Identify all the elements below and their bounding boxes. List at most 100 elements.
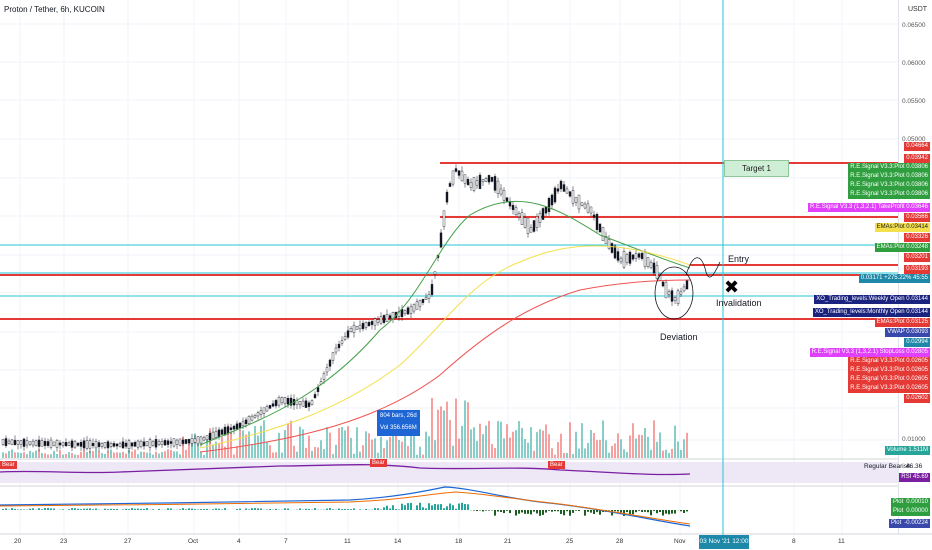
macd-bar [11, 508, 13, 510]
candle [526, 218, 530, 234]
candle [577, 194, 581, 210]
candle [112, 443, 116, 447]
volume-bar [404, 424, 406, 458]
candle [94, 441, 98, 449]
volume-bar [89, 451, 91, 458]
candle [430, 284, 434, 295]
volume-bar [620, 439, 622, 458]
candle [640, 253, 644, 259]
candle [127, 440, 131, 449]
volume-bar [50, 454, 52, 458]
candle [79, 442, 83, 447]
bear-signal-tag: Bear [370, 459, 387, 467]
volume-bar [140, 451, 142, 458]
price-tag: R.E.Signal V3.3 (1,3,2.1) TakeProfit 0.0… [808, 203, 930, 212]
macd-bar [77, 508, 79, 510]
candle [439, 232, 443, 248]
candle [238, 422, 242, 429]
macd-bar [509, 510, 511, 514]
volume-bar [674, 425, 676, 458]
volume-bar [158, 453, 160, 458]
volume-bar [314, 447, 316, 458]
volume-bar [122, 451, 124, 458]
macd-bar [656, 510, 658, 514]
candle [589, 206, 593, 214]
macd-bar [467, 504, 469, 510]
macd-bar [200, 509, 202, 510]
candle [490, 177, 494, 182]
candle [118, 443, 122, 447]
volume-bar [14, 452, 16, 458]
volume-bar [347, 426, 349, 458]
macd-bar [131, 508, 133, 510]
macd-bar [683, 510, 685, 514]
price-tag: R.E.Signal V3.3:Plot 0.02605 [848, 375, 930, 384]
candle [289, 397, 293, 406]
candle [130, 442, 134, 447]
macd-bar [668, 510, 670, 515]
candle [406, 307, 410, 315]
candle [181, 439, 185, 444]
candle [364, 322, 368, 328]
volume-bar [434, 440, 436, 458]
macd-bar [332, 509, 334, 510]
volume-bar [164, 451, 166, 458]
candle [250, 415, 254, 421]
candle [193, 438, 197, 443]
candle [52, 441, 56, 446]
candle [628, 251, 632, 264]
candle [58, 442, 62, 446]
macd-bar [635, 510, 637, 513]
deviation-label[interactable]: Deviation [660, 332, 698, 342]
candle [664, 281, 668, 299]
volume-bar [47, 454, 49, 458]
candle [418, 300, 422, 307]
candle [391, 311, 395, 321]
candle [601, 227, 605, 241]
volume-bar [65, 454, 67, 458]
entry-label[interactable]: Entry [728, 254, 750, 264]
macd-bar [224, 508, 226, 510]
macd-bar [347, 509, 349, 510]
macd-bar [248, 509, 250, 510]
macd-bar [617, 510, 619, 512]
macd-bar [500, 510, 502, 512]
price-tag: R.E.Signal V3.3:Plot 0.02605 [848, 357, 930, 366]
candle [286, 397, 290, 405]
volume-bar [104, 453, 106, 458]
volume-bar [218, 442, 220, 458]
volume-bar [440, 406, 442, 458]
macd-bar [431, 505, 433, 510]
candle [265, 406, 269, 412]
volume-bar [107, 451, 109, 458]
candle [259, 410, 263, 415]
volume-bar [560, 433, 562, 458]
volume-bar [350, 437, 352, 458]
volume-bar [17, 452, 19, 458]
macd-bar [167, 508, 169, 510]
volume-bar [587, 442, 589, 458]
macd-bar [524, 510, 526, 514]
candle [85, 440, 89, 449]
candle [31, 440, 35, 446]
invalidation-label[interactable]: Invalidation [716, 298, 762, 308]
volume-bar [512, 431, 514, 458]
volume-bar [392, 425, 394, 458]
target-label[interactable]: Target 1 [724, 160, 789, 177]
volume-bar [8, 450, 10, 458]
macd-tag: Plot 0.00000 [890, 507, 930, 516]
x-tick: 21 [504, 538, 512, 545]
macd-bar [587, 510, 589, 512]
volume-bar [233, 454, 235, 458]
x-axis-cursor-date: 03 Nov '21 12:00 [699, 535, 749, 549]
macd-bar [548, 510, 550, 511]
macd-bar [260, 508, 262, 510]
macd-bar [395, 509, 397, 510]
candle [235, 423, 239, 430]
volume-bar [44, 453, 46, 458]
candle [619, 257, 623, 263]
volume-label: Volume [886, 447, 907, 453]
volume-bar [188, 444, 190, 458]
